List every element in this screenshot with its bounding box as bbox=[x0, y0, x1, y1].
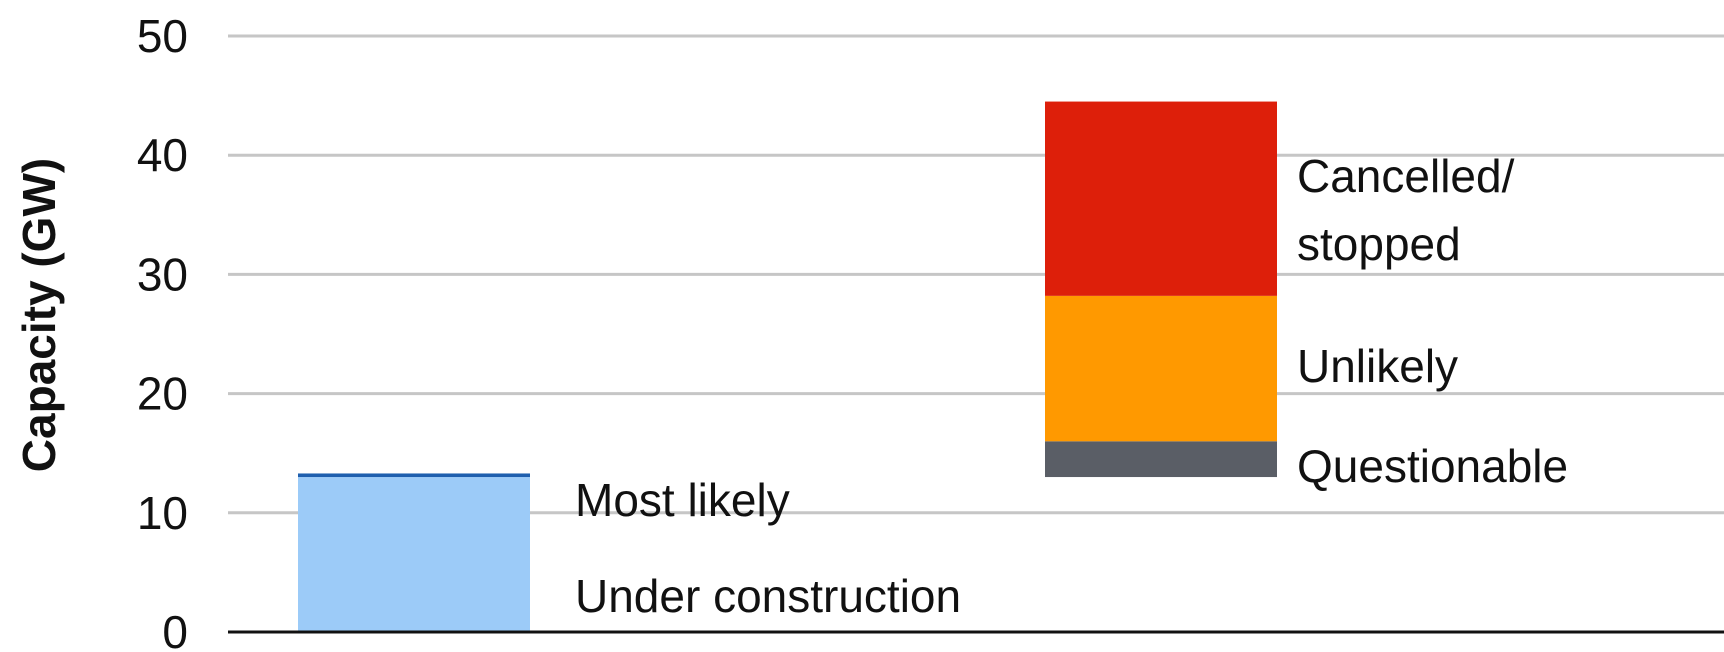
segment-label: Most likely bbox=[575, 474, 790, 526]
bar-2 bbox=[1045, 101, 1277, 478]
bar-segment bbox=[298, 477, 530, 632]
bar-segment bbox=[298, 473, 530, 478]
bar-segment bbox=[1045, 101, 1277, 296]
y-axis-label: Capacity (GW) bbox=[13, 158, 65, 472]
bars bbox=[298, 101, 1277, 632]
segment-label: Cancelled/stopped bbox=[1297, 150, 1515, 270]
segment-label: Unlikely bbox=[1297, 340, 1458, 392]
gridlines bbox=[228, 34, 1724, 515]
bar-1 bbox=[298, 473, 530, 632]
segment-label: Under construction bbox=[575, 570, 961, 622]
y-tick-label: 40 bbox=[137, 129, 188, 181]
bar-segment bbox=[1045, 295, 1277, 442]
y-axis-ticks: 0 10 20 30 40 50 bbox=[137, 10, 188, 652]
bar-segment bbox=[1045, 441, 1277, 478]
y-tick-label: 20 bbox=[137, 368, 188, 420]
y-tick-label: 50 bbox=[137, 10, 188, 62]
y-tick-label: 10 bbox=[137, 487, 188, 539]
segment-label: Questionable bbox=[1297, 440, 1568, 492]
y-tick-label: 30 bbox=[137, 248, 188, 300]
y-tick-label: 0 bbox=[162, 606, 188, 652]
segment-labels: Under construction Most likely Questionabl… bbox=[575, 150, 1568, 622]
